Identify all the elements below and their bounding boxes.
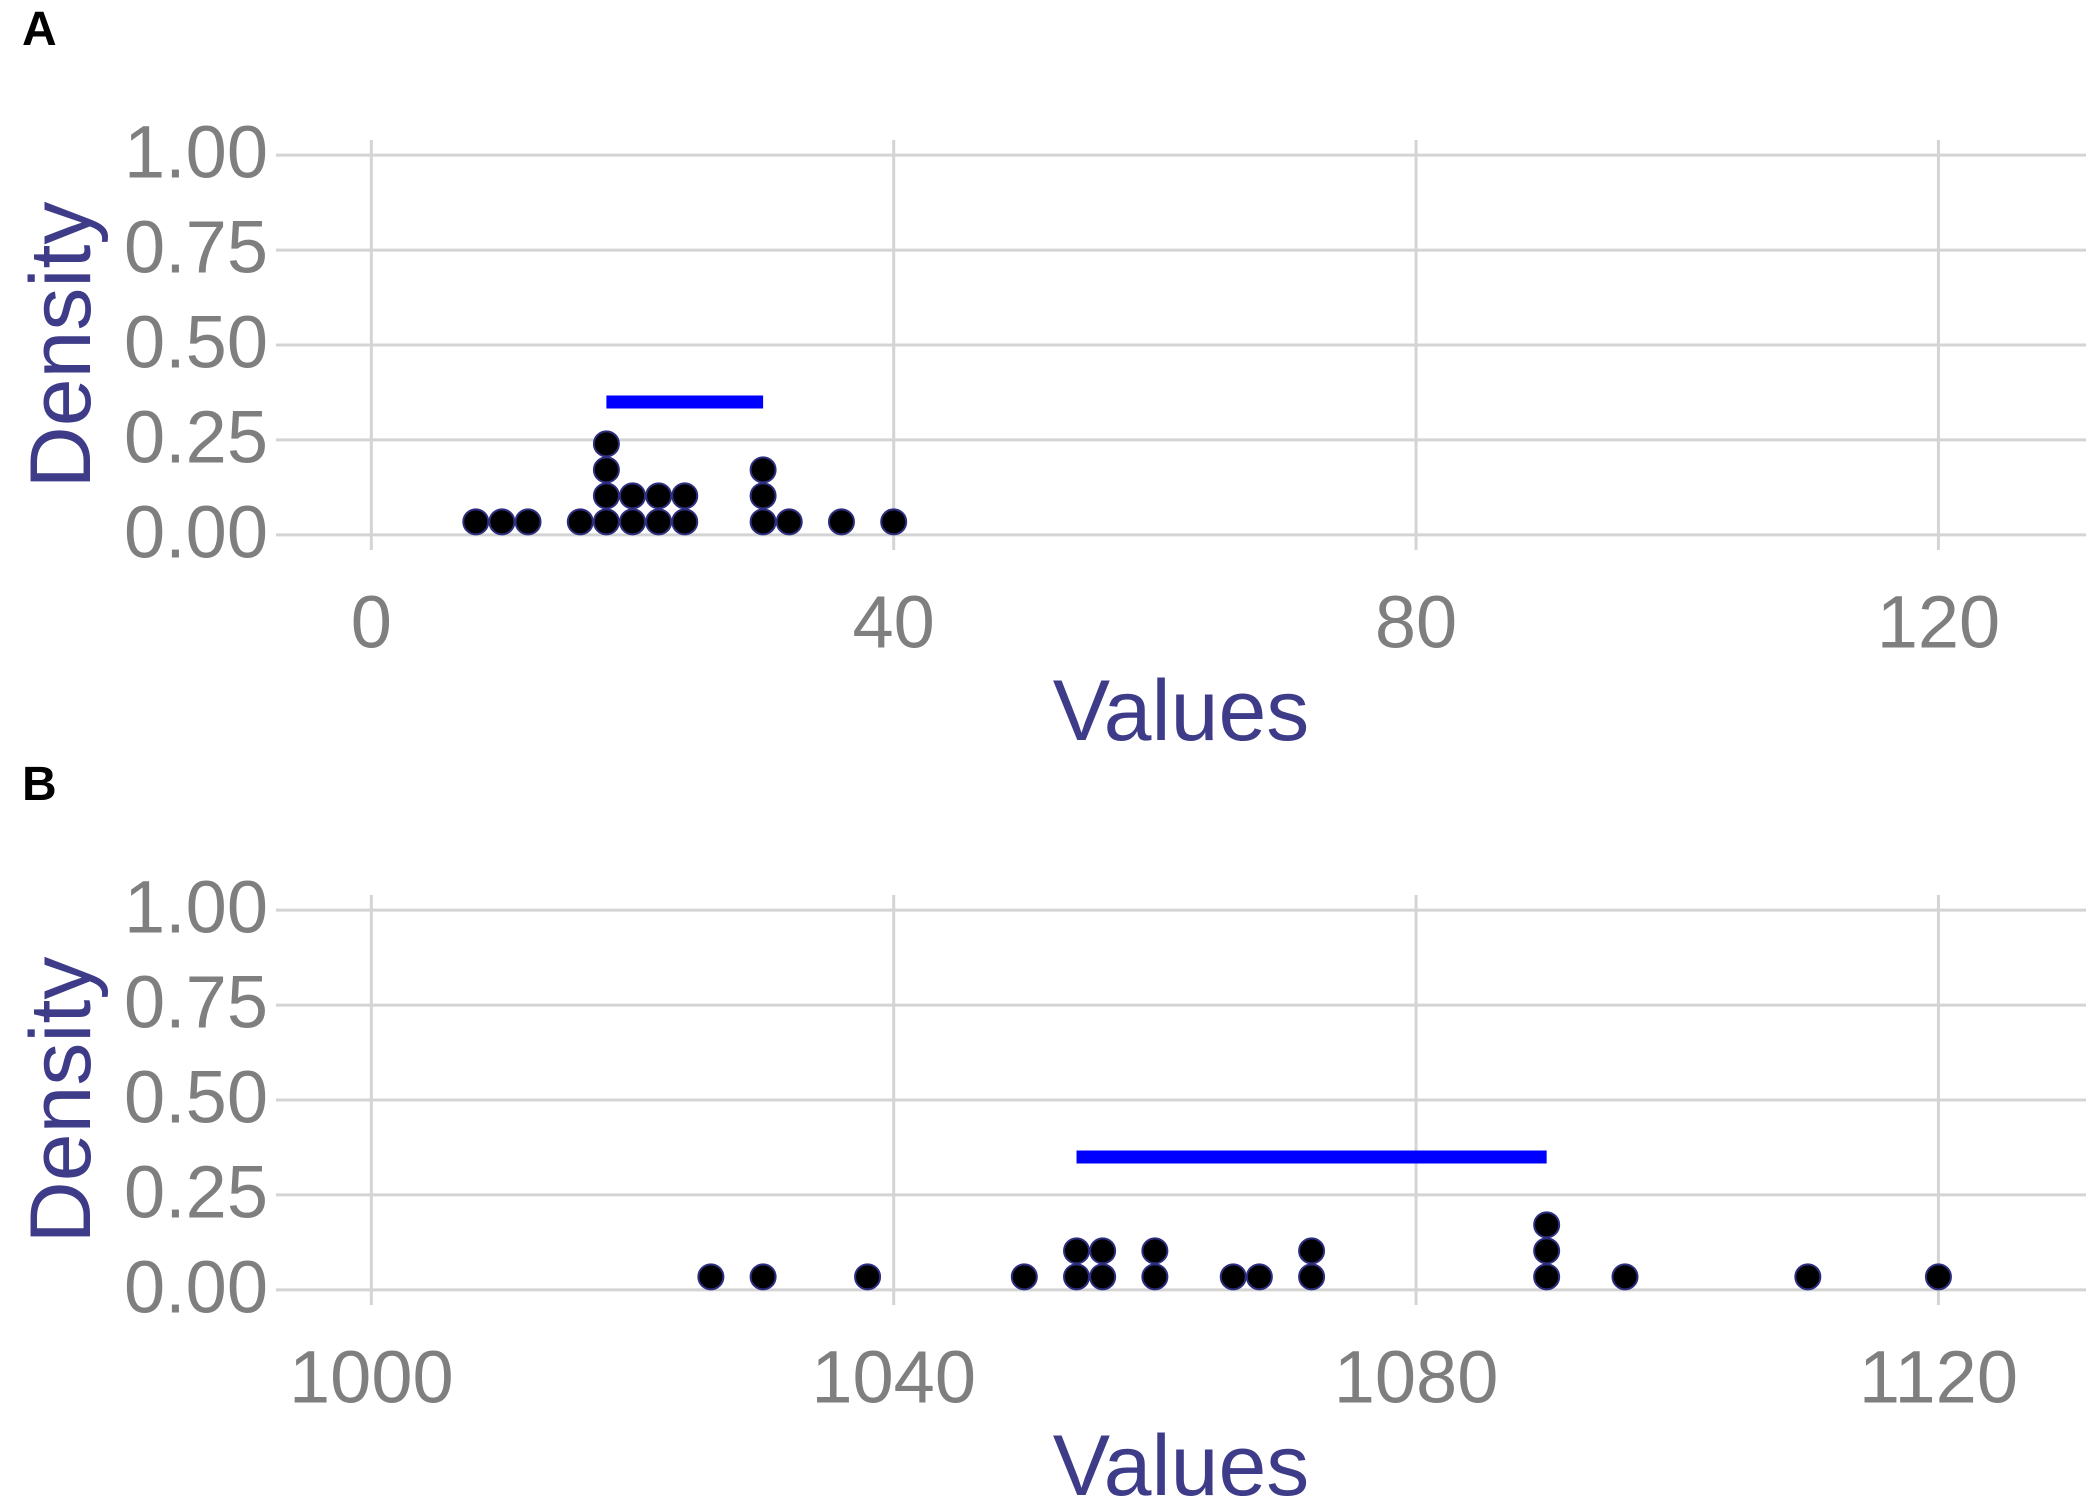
dot — [880, 508, 908, 536]
x-tick-label: 40 — [853, 581, 935, 664]
dot — [827, 508, 855, 536]
dot — [566, 508, 594, 536]
dot — [514, 508, 542, 536]
dot — [749, 456, 777, 484]
dot — [1063, 1237, 1091, 1265]
y-tick-label: 1.00 — [124, 866, 268, 949]
dot — [1298, 1237, 1326, 1265]
dot — [1219, 1263, 1247, 1291]
dot — [671, 482, 699, 510]
dot — [1298, 1263, 1326, 1291]
dot — [1063, 1263, 1091, 1291]
dot — [1141, 1237, 1169, 1265]
y-tick-label: 0.75 — [124, 961, 268, 1044]
y-axis-title: Density — [13, 202, 109, 489]
dot — [619, 482, 647, 510]
panel-label: B — [22, 758, 57, 811]
x-tick-label: 1000 — [289, 1336, 454, 1419]
dot — [671, 508, 699, 536]
dot — [592, 482, 620, 510]
y-axis-title: Density — [13, 957, 109, 1244]
dot — [488, 508, 516, 536]
y-tick-label: 0.00 — [124, 490, 268, 573]
x-axis-title: Values — [1053, 1418, 1310, 1500]
dot — [1010, 1263, 1038, 1291]
dot — [592, 508, 620, 536]
dot — [619, 508, 647, 536]
dot — [1533, 1263, 1561, 1291]
dot — [775, 508, 803, 536]
dot — [1089, 1237, 1117, 1265]
dot — [1794, 1263, 1822, 1291]
dot — [1141, 1263, 1169, 1291]
dot — [1245, 1263, 1273, 1291]
dot — [749, 482, 777, 510]
dot — [462, 508, 490, 536]
dot — [1611, 1263, 1639, 1291]
x-tick-label: 80 — [1375, 581, 1457, 664]
dot — [749, 1263, 777, 1291]
x-tick-label: 1120 — [1859, 1336, 2018, 1419]
dot — [1533, 1211, 1561, 1239]
y-tick-label: 0.50 — [124, 301, 268, 384]
dot — [1089, 1263, 1117, 1291]
y-tick-label: 0.75 — [124, 206, 268, 289]
dot — [854, 1263, 882, 1291]
panel-label: A — [22, 3, 57, 56]
dot — [1533, 1237, 1561, 1265]
x-tick-label: 1040 — [811, 1336, 976, 1419]
dot — [645, 482, 673, 510]
x-tick-label: 1080 — [1334, 1336, 1499, 1419]
x-tick-label: 0 — [351, 581, 392, 664]
dot — [1924, 1263, 1952, 1291]
x-axis-title: Values — [1053, 663, 1310, 759]
x-tick-label: 120 — [1877, 581, 2000, 664]
dot — [592, 456, 620, 484]
dot — [697, 1263, 725, 1291]
y-tick-label: 0.00 — [124, 1245, 268, 1328]
dot — [749, 508, 777, 536]
dot — [645, 508, 673, 536]
y-tick-label: 0.25 — [124, 1150, 268, 1233]
y-tick-label: 0.50 — [124, 1056, 268, 1139]
dot — [592, 430, 620, 458]
y-tick-label: 1.00 — [124, 111, 268, 194]
y-tick-label: 0.25 — [124, 395, 268, 478]
